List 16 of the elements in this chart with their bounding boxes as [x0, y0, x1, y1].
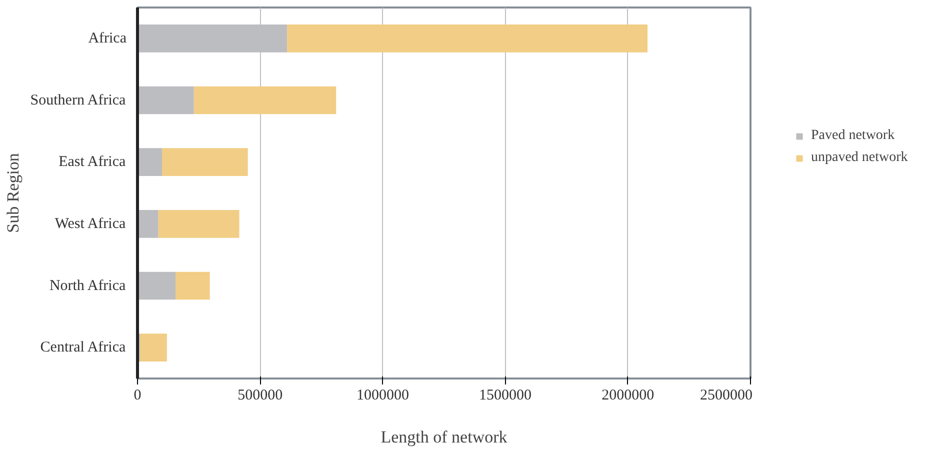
y-tick-label: North Africa — [49, 278, 126, 294]
y-tick-label: West Africa — [54, 216, 126, 232]
y-tick-label: Central Africa — [40, 340, 126, 356]
x-tick-label: 1000000 — [356, 388, 409, 404]
legend-label: Paved network — [811, 128, 895, 144]
y-tick-label: Southern Africa — [30, 92, 126, 108]
y-tick-label: East Africa — [58, 154, 126, 170]
x-tick-label: 1500000 — [479, 388, 532, 404]
x-tick-label: 2500000 — [700, 388, 752, 404]
legend-label: unpaved network — [811, 150, 908, 166]
y-axis-title: Sub Region — [3, 152, 22, 233]
x-tick-label: 500000 — [238, 388, 283, 404]
y-tick-label: Africa — [88, 30, 127, 46]
x-tick-label: 2000000 — [602, 388, 654, 404]
x-tick-label: 0 — [134, 388, 142, 404]
x-axis-title: Length of network — [380, 428, 508, 446]
